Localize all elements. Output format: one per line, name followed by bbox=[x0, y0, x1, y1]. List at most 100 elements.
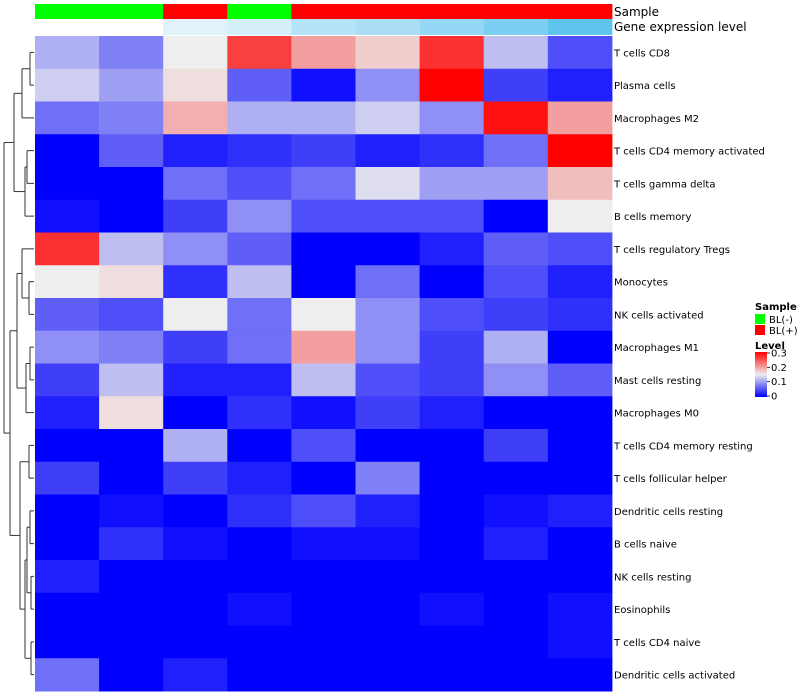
heatmap-cell bbox=[291, 167, 356, 201]
heatmap-cell bbox=[291, 68, 356, 102]
heatmap-cell bbox=[291, 527, 356, 561]
heatmap-cell bbox=[547, 658, 613, 692]
heatmap-cell bbox=[35, 232, 100, 266]
gene-expression-level-annotation-cell bbox=[547, 19, 613, 35]
heatmap-cell bbox=[99, 232, 164, 266]
row-label: Macrophages M0 bbox=[614, 409, 699, 420]
heatmap-cell bbox=[163, 494, 228, 528]
heatmap-cell bbox=[99, 134, 164, 168]
heatmap-cell bbox=[163, 363, 228, 397]
sample-legend-title: Sample bbox=[755, 302, 797, 313]
heatmap-cell bbox=[547, 101, 613, 135]
level-legend-tick-label: 0.3 bbox=[771, 349, 787, 360]
sample-legend-label: BL(-) bbox=[769, 315, 793, 326]
heatmap-cell bbox=[99, 265, 164, 299]
heatmap-cell bbox=[355, 527, 421, 561]
heatmap-cell bbox=[547, 560, 613, 594]
heatmap-cell bbox=[227, 134, 292, 168]
heatmap-cell bbox=[291, 265, 356, 299]
gene-expression-level-annotation-cell bbox=[163, 19, 228, 35]
heatmap-cell bbox=[163, 658, 228, 692]
heatmap-cell bbox=[35, 68, 100, 102]
heatmap-cell bbox=[99, 298, 164, 332]
heatmap-cell bbox=[35, 363, 100, 397]
heatmap-cell bbox=[355, 36, 421, 70]
heatmap-cell bbox=[227, 560, 292, 594]
heatmap-cell bbox=[163, 330, 228, 364]
row-label: T cells CD4 memory activated bbox=[613, 147, 765, 158]
heatmap-cell bbox=[99, 167, 164, 201]
heatmap-cell bbox=[291, 134, 356, 168]
heatmap-cell bbox=[227, 298, 292, 332]
heatmap-cell bbox=[291, 429, 356, 463]
heatmap-cell bbox=[483, 101, 549, 135]
gene-expression-level-annotation-cell bbox=[291, 19, 356, 35]
heatmap-cell bbox=[163, 592, 228, 626]
gene-expression-level-annotation-cell bbox=[227, 19, 292, 35]
row-label: T cells gamma delta bbox=[613, 179, 715, 190]
level-legend-tick-label: 0.2 bbox=[771, 363, 787, 374]
heatmap-cell bbox=[227, 363, 292, 397]
heatmap-cell bbox=[547, 527, 613, 561]
heatmap-cell bbox=[291, 625, 356, 659]
heatmap-cell bbox=[163, 625, 228, 659]
heatmap-cell bbox=[419, 232, 485, 266]
heatmap-cell bbox=[419, 494, 485, 528]
heatmap-cell bbox=[547, 494, 613, 528]
sample-annotation-cell bbox=[483, 4, 549, 19]
heatmap-cell bbox=[483, 167, 549, 201]
sample-legend-swatch bbox=[755, 314, 765, 324]
heatmap-cell bbox=[483, 494, 549, 528]
heatmap-cell bbox=[547, 199, 613, 233]
heatmap-cell bbox=[227, 265, 292, 299]
heatmap-cell bbox=[163, 199, 228, 233]
heatmap-cell bbox=[419, 199, 485, 233]
heatmap-cell bbox=[35, 625, 100, 659]
heatmap-cell bbox=[355, 134, 421, 168]
heatmap-cell bbox=[483, 232, 549, 266]
legend: Sample BL(-)BL(+) Level 0.3 0.2 0.1 0 bbox=[755, 302, 798, 403]
sample-annotation-cell bbox=[163, 4, 228, 19]
heatmap-cell bbox=[355, 199, 421, 233]
heatmap-cell bbox=[355, 494, 421, 528]
heatmap-cell bbox=[163, 68, 228, 102]
row-label: Dendritic cells resting bbox=[614, 507, 723, 518]
heatmap-cell bbox=[291, 461, 356, 495]
heatmap-cell bbox=[355, 396, 421, 430]
heatmap-cell bbox=[291, 330, 356, 364]
heatmap-cell bbox=[99, 396, 164, 430]
row-label: T cells follicular helper bbox=[613, 474, 728, 485]
heatmap-cell bbox=[483, 199, 549, 233]
heatmap-cell bbox=[483, 363, 549, 397]
heatmap-cell bbox=[227, 592, 292, 626]
heatmap-cell bbox=[291, 232, 356, 266]
heatmap-cell bbox=[163, 396, 228, 430]
heatmap-cell bbox=[483, 658, 549, 692]
row-label: Dendritic cells activated bbox=[614, 671, 735, 682]
row-label: T cells CD4 naive bbox=[613, 638, 700, 649]
row-label: T cells CD8 bbox=[613, 48, 670, 59]
level-legend-title: Level bbox=[755, 341, 785, 352]
heatmap-cell bbox=[355, 461, 421, 495]
sample-annotation-cell bbox=[227, 4, 292, 19]
heatmap-cell bbox=[419, 167, 485, 201]
heatmap-cell bbox=[419, 429, 485, 463]
heatmap-cell bbox=[355, 625, 421, 659]
heatmap-cell bbox=[35, 560, 100, 594]
heatmap-cell bbox=[163, 232, 228, 266]
heatmap-cell bbox=[35, 396, 100, 430]
heatmap-cell bbox=[483, 134, 549, 168]
heatmap-cell bbox=[355, 68, 421, 102]
heatmap-cell bbox=[163, 429, 228, 463]
heatmap-cell bbox=[547, 461, 613, 495]
heatmap-cell bbox=[99, 101, 164, 135]
heatmap-cell bbox=[419, 658, 485, 692]
heatmap-cell bbox=[163, 36, 228, 70]
heatmap-cell bbox=[163, 560, 228, 594]
heatmap-cell bbox=[483, 36, 549, 70]
heatmap-cells bbox=[35, 36, 613, 692]
heatmap-cell bbox=[419, 36, 485, 70]
heatmap-cell bbox=[419, 134, 485, 168]
heatmap-cell bbox=[355, 298, 421, 332]
